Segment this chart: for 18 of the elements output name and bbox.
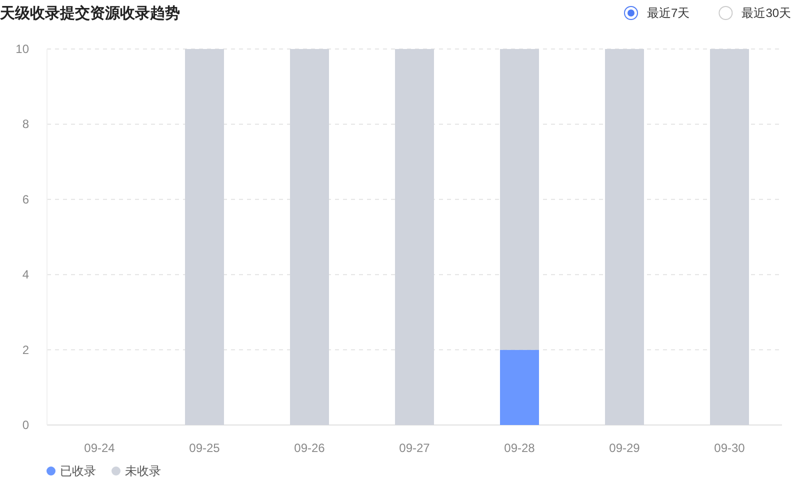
x-tick-label: 09-30	[714, 441, 746, 455]
y-tick-label: 0	[22, 418, 30, 432]
y-tick-label: 10	[16, 42, 30, 56]
x-tick-label: 09-27	[399, 441, 430, 455]
y-tick-label: 2	[22, 342, 30, 357]
text: 最近7天	[647, 6, 690, 20]
x-tick-label: 09-29	[609, 441, 640, 455]
x-tick-label: 09-24	[84, 441, 116, 455]
text: 最近30天	[742, 6, 792, 20]
y-tick-label: 4	[22, 268, 30, 282]
x-tick-label: 09-28	[504, 441, 536, 455]
legend-label: 已收录	[60, 464, 96, 478]
chart-title: 天级收录提交资源收录趋势	[0, 4, 180, 22]
x-tick-label: 09-25	[189, 441, 220, 455]
legend-label: 未收录	[125, 464, 161, 478]
y-tick-label: 6	[22, 192, 30, 206]
y-tick-label: 8	[22, 117, 30, 132]
x-tick-label: 09-26	[294, 441, 326, 455]
